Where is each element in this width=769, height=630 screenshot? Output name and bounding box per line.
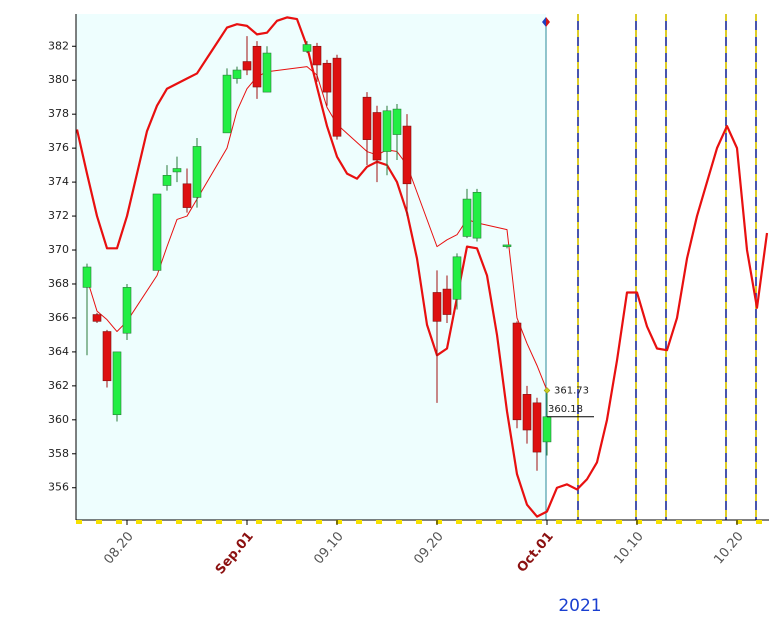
future-background [546, 14, 769, 520]
ma-last-marker [543, 387, 551, 394]
cursor-diamond [542, 17, 546, 27]
y-tick-label: 366 [48, 311, 69, 324]
candle-body [152, 193, 162, 271]
candle-body [322, 62, 332, 93]
candle-body [452, 256, 462, 300]
candle-body [192, 146, 202, 198]
y-tick-label: 360 [48, 413, 69, 426]
candle-body [332, 57, 342, 137]
candle-body [112, 351, 122, 416]
line-series [76, 16, 769, 518]
x-tick-label: 10.20 [711, 529, 746, 567]
candle-body [222, 74, 232, 134]
candle-body [512, 322, 522, 421]
candle-body [542, 416, 552, 443]
candle-body [462, 198, 472, 237]
candle-body [372, 112, 382, 161]
candle-body [502, 244, 512, 247]
candle-body [122, 287, 132, 334]
y-tick-label: 380 [48, 73, 69, 86]
y-tick-label: 382 [48, 39, 69, 52]
candle-body [252, 45, 262, 88]
candle-body [82, 266, 92, 288]
candle-body [402, 125, 412, 185]
x-tick-label: Oct.01 [514, 529, 556, 575]
ma-last-label: 361.73 [554, 385, 589, 396]
y-tick-label: 362 [48, 379, 69, 392]
x-tick-label: 09.20 [411, 529, 446, 567]
x-tick-label: 10.10 [611, 529, 646, 567]
candle-body [472, 191, 482, 239]
candle-body [232, 69, 242, 79]
y-tick-label: 378 [48, 107, 69, 120]
candle-body [262, 52, 272, 93]
y-tick-label: 356 [48, 481, 69, 494]
cursor-diamond [546, 17, 550, 27]
candle-body [532, 402, 542, 453]
y-tick-label: 368 [48, 277, 69, 290]
x-tick-label: 08.20 [101, 529, 136, 567]
candle-body [382, 110, 392, 152]
y-tick-label: 372 [48, 209, 69, 222]
y-tick-label: 358 [48, 447, 69, 460]
plot [76, 16, 769, 518]
close-last-label: 360.18 [548, 404, 583, 415]
x-tick-label: Sep.01 [213, 529, 257, 577]
candle-body [432, 292, 442, 322]
y-tick-label: 374 [48, 175, 69, 188]
y-tick-label: 364 [48, 345, 69, 358]
candle-body [312, 45, 322, 66]
candle-body [522, 394, 532, 431]
candle-body [172, 168, 182, 173]
candle-body [182, 183, 192, 208]
candle-body [362, 96, 372, 140]
cycle-lines [577, 14, 757, 520]
candle-body [392, 108, 402, 135]
candle-body [302, 44, 312, 52]
plot-background [76, 14, 546, 520]
candle-body [442, 288, 452, 315]
candle-body [102, 331, 112, 382]
line-series [86, 66, 548, 391]
y-tick-label: 376 [48, 141, 69, 154]
candle-body [242, 61, 252, 71]
x-axis-label: 2021 [558, 596, 601, 616]
y-tick-label: 370 [48, 243, 69, 256]
candle-body [162, 175, 172, 186]
candle-body [92, 314, 102, 322]
x-tick-label: 09.10 [311, 529, 346, 567]
